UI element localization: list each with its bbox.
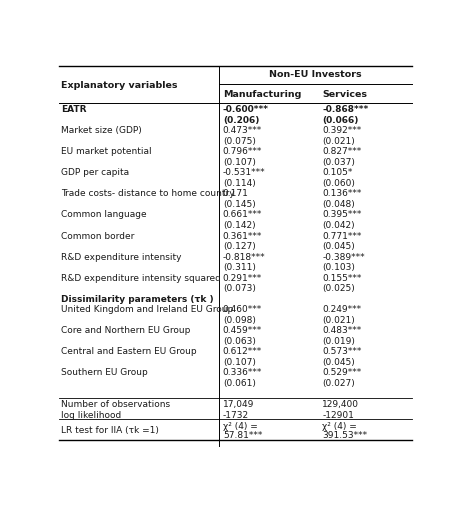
Text: log likelihood: log likelihood — [61, 410, 121, 419]
Text: Core and Northern EU Group: Core and Northern EU Group — [61, 326, 190, 334]
Text: 129,400: 129,400 — [322, 399, 359, 408]
Text: (0.019): (0.019) — [322, 336, 355, 345]
Text: 0.661***: 0.661*** — [223, 210, 262, 219]
Text: (0.145): (0.145) — [223, 200, 256, 209]
Text: GDP per capita: GDP per capita — [61, 168, 129, 177]
Text: -0.531***: -0.531*** — [223, 168, 265, 177]
Text: Central and Eastern EU Group: Central and Eastern EU Group — [61, 347, 196, 356]
Text: 17,049: 17,049 — [223, 399, 254, 408]
Text: (0.311): (0.311) — [223, 263, 256, 272]
Text: (0.127): (0.127) — [223, 242, 256, 250]
Text: (0.107): (0.107) — [223, 157, 256, 166]
Text: -0.389***: -0.389*** — [322, 252, 365, 261]
Text: (0.027): (0.027) — [322, 378, 355, 387]
Text: EATR: EATR — [61, 105, 86, 114]
Text: (0.045): (0.045) — [322, 357, 355, 366]
Text: 0.483***: 0.483*** — [322, 326, 362, 334]
Text: (0.063): (0.063) — [223, 336, 256, 345]
Text: (0.037): (0.037) — [322, 157, 355, 166]
Text: 0.473***: 0.473*** — [223, 126, 262, 135]
Text: Explanatory variables: Explanatory variables — [61, 81, 178, 90]
Text: 0.796***: 0.796*** — [223, 147, 262, 156]
Text: (0.061): (0.061) — [223, 378, 256, 387]
Text: R&D expenditure intensity squared: R&D expenditure intensity squared — [61, 273, 221, 282]
Text: (0.025): (0.025) — [322, 284, 355, 293]
Text: 0.612***: 0.612*** — [223, 347, 262, 356]
Text: 391.53***: 391.53*** — [322, 430, 368, 439]
Text: -1732: -1732 — [223, 410, 249, 419]
Text: R&D expenditure intensity: R&D expenditure intensity — [61, 252, 181, 261]
Text: 0.105*: 0.105* — [322, 168, 353, 177]
Text: (0.075): (0.075) — [223, 136, 256, 146]
Text: 0.249***: 0.249*** — [322, 305, 362, 314]
Text: Southern EU Group: Southern EU Group — [61, 367, 148, 377]
Text: -0.868***: -0.868*** — [322, 105, 369, 114]
Text: -0.818***: -0.818*** — [223, 252, 265, 261]
Text: χ² (4) =: χ² (4) = — [322, 421, 357, 430]
Text: 0.392***: 0.392*** — [322, 126, 362, 135]
Text: -12901: -12901 — [322, 410, 354, 419]
Text: Common border: Common border — [61, 231, 134, 240]
Text: 0.459***: 0.459*** — [223, 326, 262, 334]
Text: (0.098): (0.098) — [223, 315, 256, 324]
Text: 0.827***: 0.827*** — [322, 147, 362, 156]
Text: Manufacturing: Manufacturing — [223, 90, 301, 99]
Text: (0.021): (0.021) — [322, 315, 355, 324]
Text: 0.136***: 0.136*** — [322, 189, 362, 198]
Text: United Kingdom and Ireland EU Group: United Kingdom and Ireland EU Group — [61, 305, 233, 314]
Text: (0.073): (0.073) — [223, 284, 256, 293]
Text: (0.114): (0.114) — [223, 179, 256, 187]
Text: EU market potential: EU market potential — [61, 147, 151, 156]
Text: (0.042): (0.042) — [322, 220, 355, 230]
Text: 0.529***: 0.529*** — [322, 367, 362, 377]
Text: (0.206): (0.206) — [223, 116, 259, 124]
Text: 0.573***: 0.573*** — [322, 347, 362, 356]
Text: 0.771***: 0.771*** — [322, 231, 362, 240]
Text: Number of observations: Number of observations — [61, 399, 170, 408]
Text: LR test for IIA (τk =1): LR test for IIA (τk =1) — [61, 426, 159, 435]
Text: 0.155***: 0.155*** — [322, 273, 362, 282]
Text: (0.066): (0.066) — [322, 116, 359, 124]
Text: -0.600***: -0.600*** — [223, 105, 269, 114]
Text: 0.336***: 0.336*** — [223, 367, 262, 377]
Text: 57.81***: 57.81*** — [223, 430, 262, 439]
Text: 0.460***: 0.460*** — [223, 305, 262, 314]
Text: Dissimilarity parameters (τk ): Dissimilarity parameters (τk ) — [61, 294, 213, 303]
Text: (0.103): (0.103) — [322, 263, 355, 272]
Text: 0.361***: 0.361*** — [223, 231, 262, 240]
Text: (0.142): (0.142) — [223, 220, 255, 230]
Text: (0.045): (0.045) — [322, 242, 355, 250]
Text: (0.107): (0.107) — [223, 357, 256, 366]
Text: Services: Services — [322, 90, 367, 99]
Text: Market size (GDP): Market size (GDP) — [61, 126, 142, 135]
Text: χ² (4) =: χ² (4) = — [223, 421, 257, 430]
Text: Common language: Common language — [61, 210, 146, 219]
Text: 0.395***: 0.395*** — [322, 210, 362, 219]
Text: (0.021): (0.021) — [322, 136, 355, 146]
Text: 0.291***: 0.291*** — [223, 273, 262, 282]
Text: 0.171: 0.171 — [223, 189, 249, 198]
Text: Non-EU Investors: Non-EU Investors — [269, 70, 362, 79]
Text: (0.060): (0.060) — [322, 179, 355, 187]
Text: (0.048): (0.048) — [322, 200, 355, 209]
Text: Trade costs- distance to home country: Trade costs- distance to home country — [61, 189, 235, 198]
